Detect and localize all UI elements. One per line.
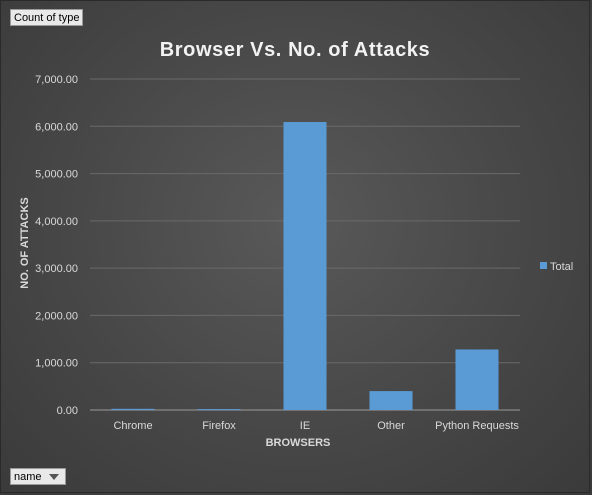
axis-field-label: name (14, 471, 42, 483)
bars (111, 122, 499, 411)
x-tick-label: Firefox (202, 420, 236, 432)
y-tick-label: 1,000.00 (35, 358, 78, 370)
y-tick-label: 5,000.00 (35, 169, 78, 181)
legend-label: Total (550, 261, 573, 273)
value-field-button[interactable]: Count of type (10, 9, 84, 26)
bar-ie (283, 122, 327, 410)
axis-field-button[interactable]: name (10, 468, 66, 485)
y-tick-label: 2,000.00 (35, 310, 78, 322)
legend-swatch (540, 262, 547, 269)
x-axis-ticks: Chrome Firefox IE Other Python Requests (113, 420, 519, 432)
x-axis-title: BROWSERS (266, 437, 331, 449)
y-tick-label: 3,000.00 (35, 263, 78, 275)
legend: Total (540, 261, 573, 273)
y-axis-ticks: 0.00 1,000.00 2,000.00 3,000.00 4,000.00 5,00… (35, 74, 78, 417)
bar-python-requests (455, 349, 499, 410)
dropdown-arrow-icon[interactable] (45, 469, 62, 483)
x-tick-label: IE (300, 420, 310, 432)
x-tick-label: Chrome (113, 420, 152, 432)
y-tick-label: 4,000.00 (35, 216, 78, 228)
y-tick-label: 0.00 (57, 405, 78, 417)
y-axis-title: NO. OF ATTACKS (19, 197, 31, 288)
bar-chrome (111, 408, 155, 410)
bar-firefox (197, 409, 241, 411)
y-tick-label: 6,000.00 (35, 121, 78, 133)
x-tick-label: Python Requests (435, 420, 519, 432)
x-tick-label: Other (377, 420, 405, 432)
bar-other (369, 391, 413, 410)
chart-title: Browser Vs. No. of Attacks (160, 39, 430, 61)
y-tick-label: 7,000.00 (35, 74, 78, 86)
